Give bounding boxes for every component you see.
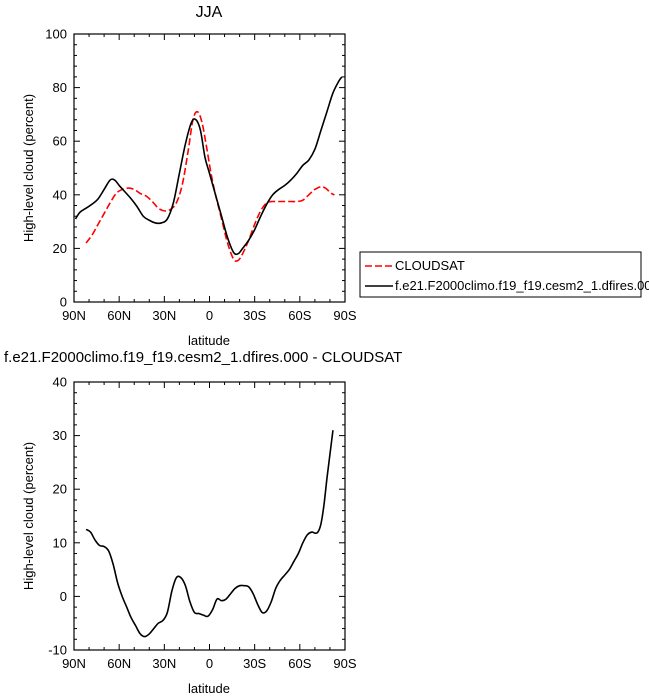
top-x-tick-label: 30S xyxy=(243,308,266,323)
top-chart: JJA 0 20 40 60 80 100 90N 60N 30N 0 30S 60S 90S lat… xyxy=(21,4,357,348)
top-x-tick-label: 30N xyxy=(152,308,176,323)
bottom-y-tick-label: -10 xyxy=(48,643,67,658)
top-x-tick-label: 0 xyxy=(206,308,213,323)
bottom-x-tick-label: 30S xyxy=(243,656,266,671)
top-x-tick-label: 60N xyxy=(107,308,131,323)
top-y-tick-label: 0 xyxy=(60,295,67,310)
bottom-plot-frame xyxy=(73,381,346,651)
bottom-y-tick-label: 30 xyxy=(53,428,67,443)
bottom-x-tick-label: 90S xyxy=(333,656,356,671)
top-y-tick-label: 40 xyxy=(53,187,67,202)
top-x-tick-label: 90S xyxy=(333,308,356,323)
top-y-tick-label: 20 xyxy=(53,241,67,256)
top-series-line-cloudsat xyxy=(85,110,335,263)
bottom-y-tick-label: 0 xyxy=(60,589,67,604)
top-y-tick-label: 80 xyxy=(53,80,67,95)
top-x-tick-label: 60S xyxy=(288,308,311,323)
top-y-axis-label: High-level cloud (percent) xyxy=(21,94,36,242)
bottom-x-tick-label: 60S xyxy=(288,656,311,671)
bottom-x-tick-label: 90N xyxy=(62,656,86,671)
bottom-series-line-difference xyxy=(85,430,334,638)
legend-label-cloudsat: CLOUDSAT xyxy=(395,258,465,273)
bottom-x-axis-label: latitude xyxy=(188,681,230,696)
bottom-x-tick-label: 60N xyxy=(107,656,131,671)
bottom-y-tick-label: 20 xyxy=(53,482,67,497)
top-chart-title: JJA xyxy=(196,4,223,21)
bottom-x-tick-label: 30N xyxy=(152,656,176,671)
legend-label-model: f.e21.F2000climo.f19_f19.cesm2_1.dfires.… xyxy=(395,278,649,293)
bottom-chart: f.e21.F2000climo.f19_f19.cesm2_1.dfires.… xyxy=(4,349,402,696)
top-plot-frame xyxy=(73,33,346,303)
top-x-tick-label: 90N xyxy=(62,308,86,323)
bottom-x-tick-label: 0 xyxy=(206,656,213,671)
top-series-line-f-e21-f2000climo-f19-f19-cesm2-1-dfires-000 xyxy=(74,76,343,256)
bottom-y-axis-label: High-level cloud (percent) xyxy=(21,442,36,590)
top-y-tick-label: 100 xyxy=(45,27,67,42)
top-x-axis-label: latitude xyxy=(188,333,230,348)
top-y-tick-label: 60 xyxy=(53,134,67,149)
bottom-chart-title: f.e21.F2000climo.f19_f19.cesm2_1.dfires.… xyxy=(4,349,402,366)
bottom-y-tick-label: 10 xyxy=(53,535,67,550)
bottom-y-tick-label: 40 xyxy=(53,375,67,390)
legend: CLOUDSAT f.e21.F2000climo.f19_f19.cesm2_… xyxy=(359,251,649,298)
legend-box xyxy=(359,251,642,298)
